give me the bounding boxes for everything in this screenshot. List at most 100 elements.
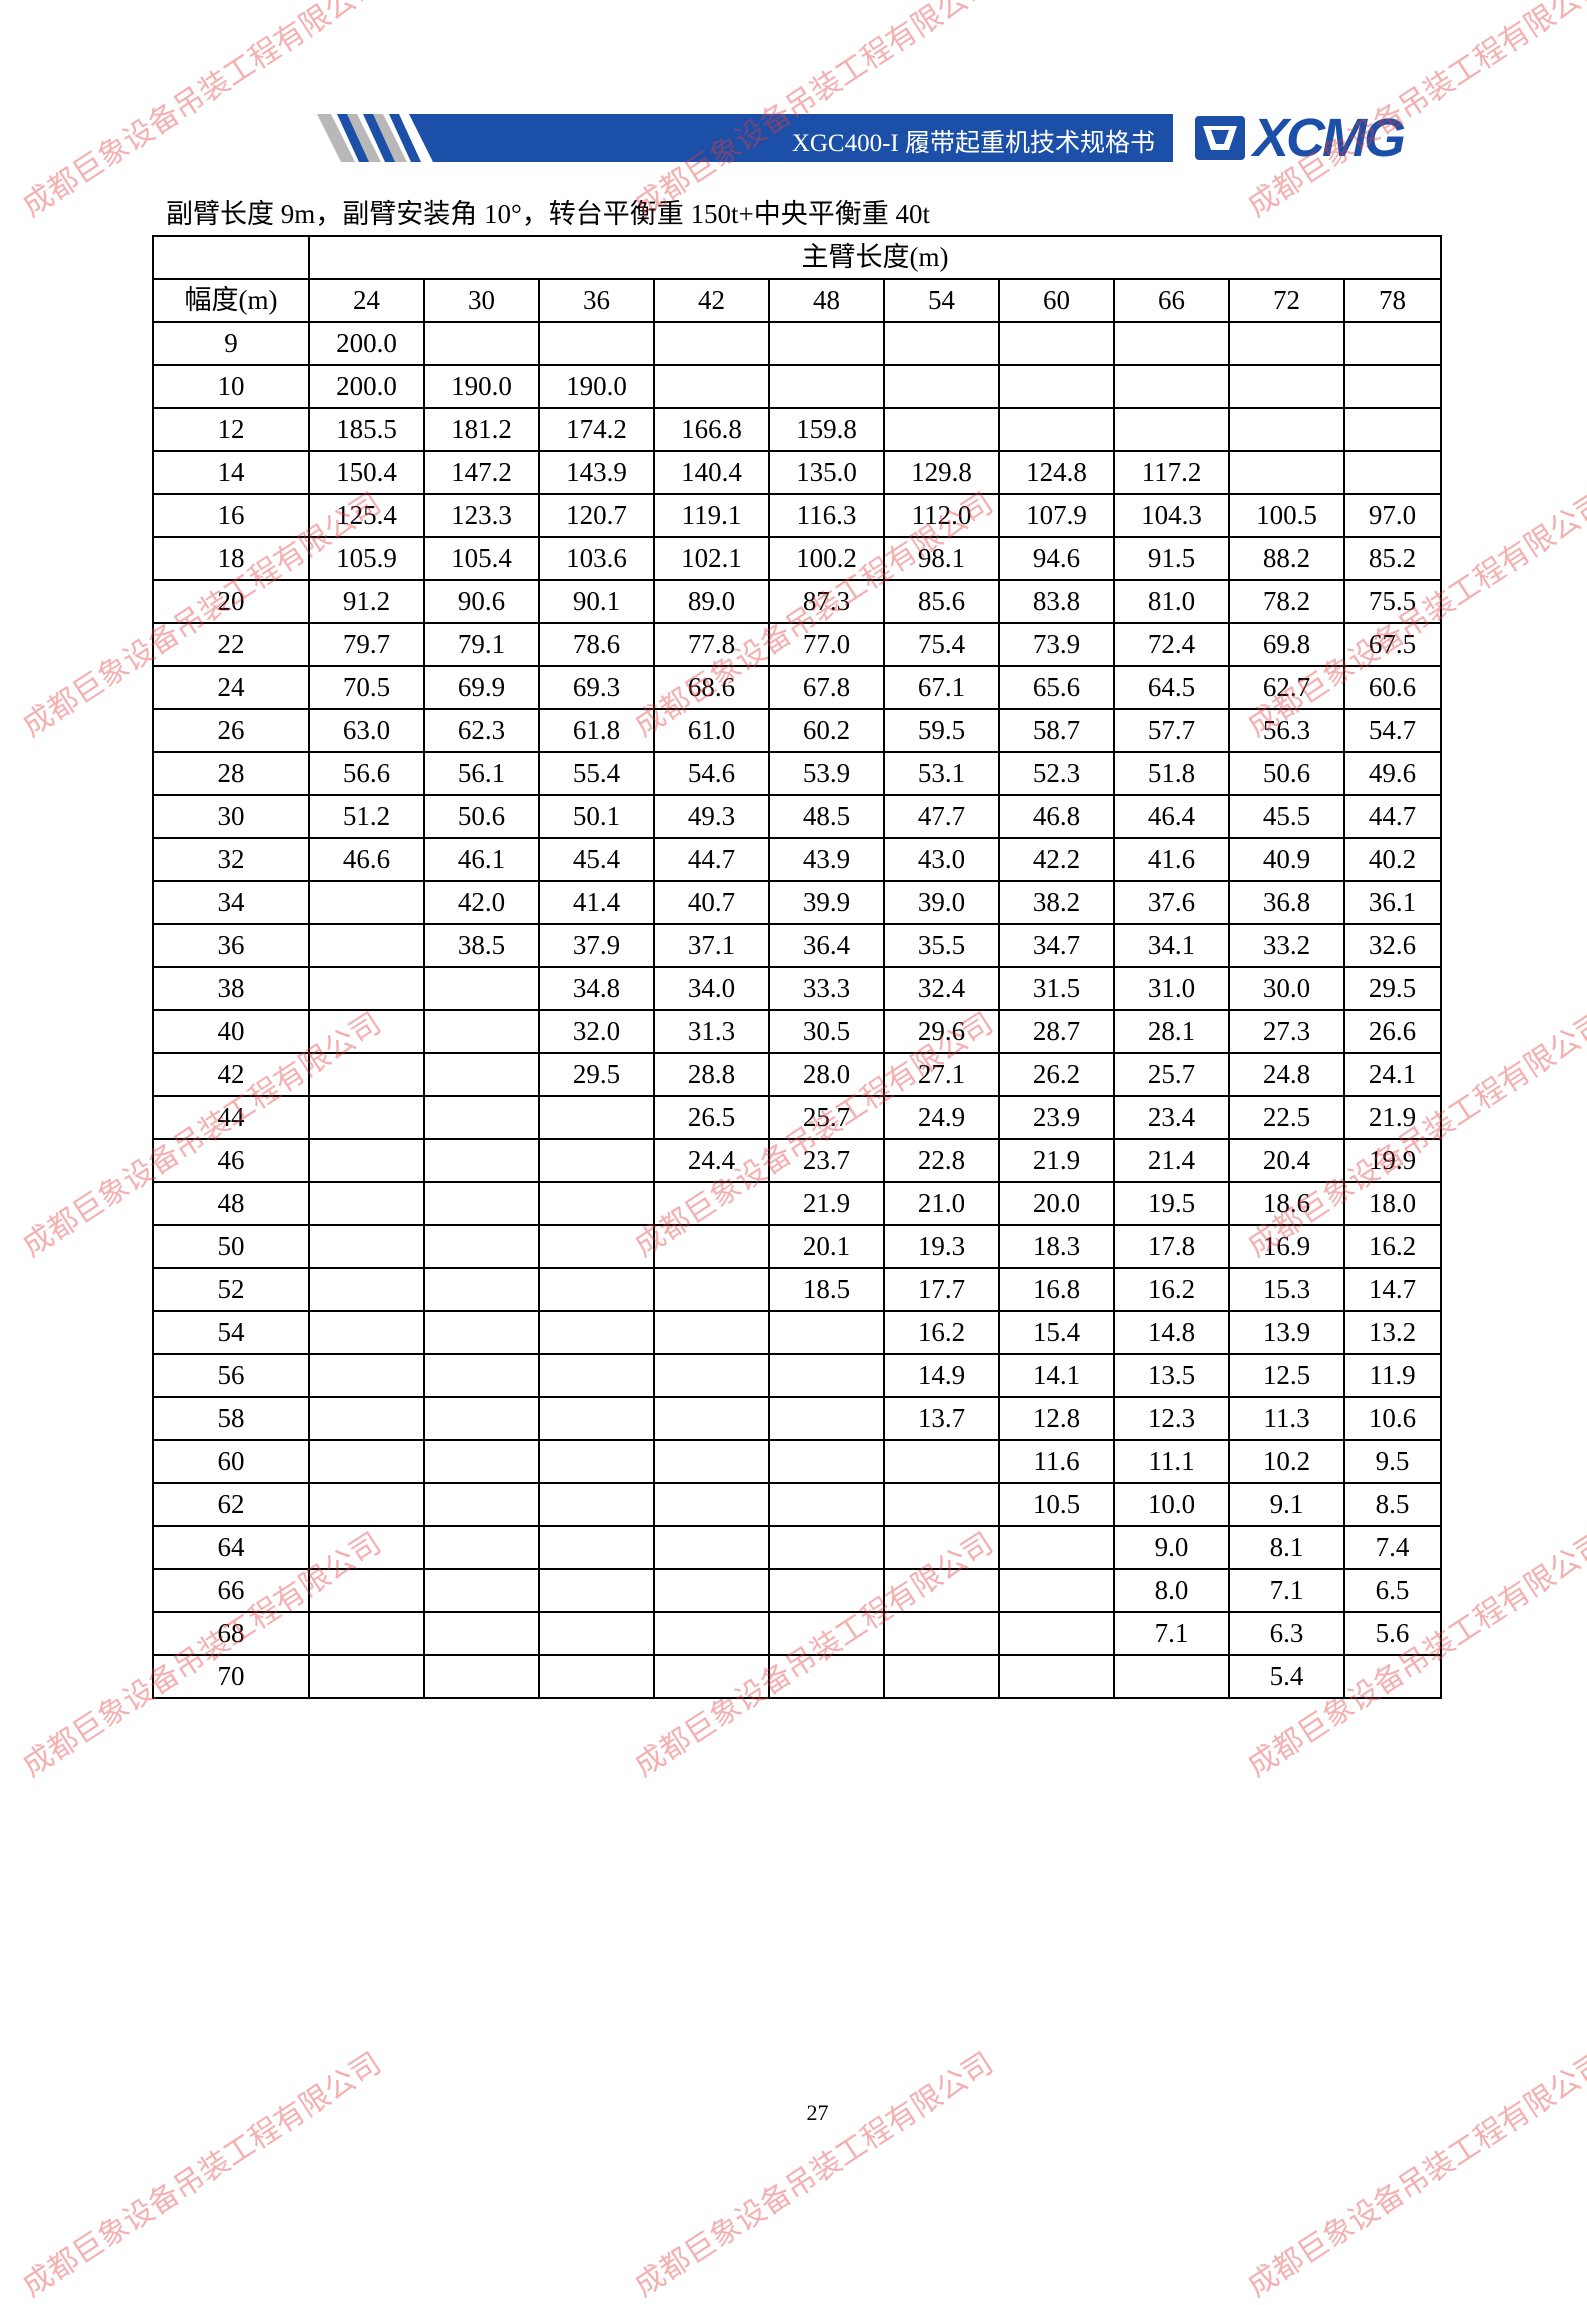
radius-cell: 52 [152,1267,310,1312]
capacity-cell: 23.7 [768,1138,885,1183]
watermark-text: 成都巨象设备吊装工程有限公司 [16,2045,388,2304]
capacity-cell [768,1611,885,1656]
capacity-cell: 75.5 [1343,579,1442,624]
capacity-cell: 67.8 [768,665,885,710]
capacity-cell: 63.0 [308,708,425,753]
capacity-cell: 36.1 [1343,880,1442,925]
capacity-cell: 185.5 [308,407,425,452]
capacity-cell [653,1525,770,1570]
capacity-cell: 124.8 [998,450,1115,495]
capacity-cell [1228,321,1345,366]
radius-cell: 54 [152,1310,310,1355]
capacity-cell: 69.3 [538,665,655,710]
capacity-cell [423,1009,540,1054]
capacity-cell: 64.5 [1113,665,1230,710]
capacity-cell: 103.6 [538,536,655,581]
capacity-cell [768,1654,885,1699]
capacity-cell [653,364,770,409]
radius-cell: 60 [152,1439,310,1484]
capacity-cell [423,1095,540,1140]
capacity-cell [883,321,1000,366]
capacity-cell: 37.6 [1113,880,1230,925]
capacity-cell [308,1353,425,1398]
capacity-cell: 19.3 [883,1224,1000,1269]
table-row: 30 51.2 50.6 50.1 49.3 48.5 47.7 46.8 46.4 45.5 44… [152,794,1442,839]
corner-cell [152,235,310,280]
capacity-cell: 61.8 [538,708,655,753]
capacity-cell [653,1654,770,1699]
radius-cell: 42 [152,1052,310,1097]
table-row: 52 18.5 17.7 16.8 16.2 15.3 14.7 [152,1267,1442,1312]
capacity-cell [423,1181,540,1226]
capacity-cell: 26.6 [1343,1009,1442,1054]
capacity-cell [768,321,885,366]
table-row: 9 200.0 [152,321,1442,366]
capacity-cell: 24.8 [1228,1052,1345,1097]
capacity-cell: 28.0 [768,1052,885,1097]
capacity-cell: 17.7 [883,1267,1000,1312]
xcmg-logo-text: XCMG [1253,108,1406,168]
capacity-cell [538,321,655,366]
table-row: 68 7.1 6.3 5.6 [152,1611,1442,1656]
capacity-cell [308,1439,425,1484]
capacity-cell: 32.6 [1343,923,1442,968]
capacity-cell: 39.0 [883,880,1000,925]
capacity-cell: 37.9 [538,923,655,968]
capacity-cell: 91.5 [1113,536,1230,581]
table-row: 42 29.5 28.8 28.0 27.1 26.2 25.7 24.8 24.1 [152,1052,1442,1097]
capacity-cell: 51.8 [1113,751,1230,796]
capacity-cell [1113,364,1230,409]
table-row: 32 46.6 46.1 45.4 44.7 43.9 43.0 42.2 41.6 40.9 40… [152,837,1442,882]
capacity-cell: 6.3 [1228,1611,1345,1656]
capacity-cell: 22.8 [883,1138,1000,1183]
table-row: 62 10.5 10.0 9.1 8.5 [152,1482,1442,1527]
capacity-cell: 200.0 [308,364,425,409]
capacity-cell: 10.6 [1343,1396,1442,1441]
capacity-cell: 24.4 [653,1138,770,1183]
capacity-cell: 10.5 [998,1482,1115,1527]
capacity-cell: 10.2 [1228,1439,1345,1484]
capacity-cell [768,364,885,409]
capacity-cell: 20.1 [768,1224,885,1269]
capacity-cell: 9.1 [1228,1482,1345,1527]
capacity-cell: 41.4 [538,880,655,925]
capacity-cell [538,1224,655,1269]
capacity-cell [1343,407,1442,452]
capacity-cell [768,1396,885,1441]
capacity-cell: 8.1 [1228,1525,1345,1570]
capacity-cell: 37.1 [653,923,770,968]
capacity-cell: 29.5 [1343,966,1442,1011]
capacity-cell: 31.5 [998,966,1115,1011]
capacity-cell [308,966,425,1011]
capacity-cell: 8.0 [1113,1568,1230,1613]
table-caption: 副臂长度 9m，副臂安装角 10°，转台平衡重 150t+中央平衡重 40t [166,199,931,229]
capacity-cell: 18.3 [998,1224,1115,1269]
radius-cell: 62 [152,1482,310,1527]
capacity-cell: 73.9 [998,622,1115,667]
boom-length-column-header: 78 [1343,278,1442,323]
capacity-cell: 12.8 [998,1396,1115,1441]
capacity-cell: 5.6 [1343,1611,1442,1656]
capacity-cell: 27.3 [1228,1009,1345,1054]
capacity-cell: 181.2 [423,407,540,452]
capacity-cell [1343,321,1442,366]
capacity-cell [653,1310,770,1355]
table-row: 22 79.7 79.1 78.6 77.8 77.0 75.4 73.9 72.4 69.8 67… [152,622,1442,667]
table-row: 36 38.5 37.9 37.1 36.4 35.5 34.7 34.1 33.2 32.6 [152,923,1442,968]
capacity-cell [538,1396,655,1441]
capacity-cell [1113,1654,1230,1699]
radius-cell: 24 [152,665,310,710]
capacity-cell: 147.2 [423,450,540,495]
capacity-cell: 34.7 [998,923,1115,968]
capacity-cell: 30.5 [768,1009,885,1054]
capacity-cell [538,1353,655,1398]
capacity-cell: 105.9 [308,536,425,581]
radius-header: 幅度(m) [152,278,310,323]
capacity-cell [768,1482,885,1527]
capacity-cell: 89.0 [653,579,770,624]
radius-cell: 34 [152,880,310,925]
capacity-cell: 67.5 [1343,622,1442,667]
capacity-cell: 40.7 [653,880,770,925]
table-row: 38 34.8 34.0 33.3 32.4 31.5 31.0 30.0 29.5 [152,966,1442,1011]
capacity-cell [308,1482,425,1527]
